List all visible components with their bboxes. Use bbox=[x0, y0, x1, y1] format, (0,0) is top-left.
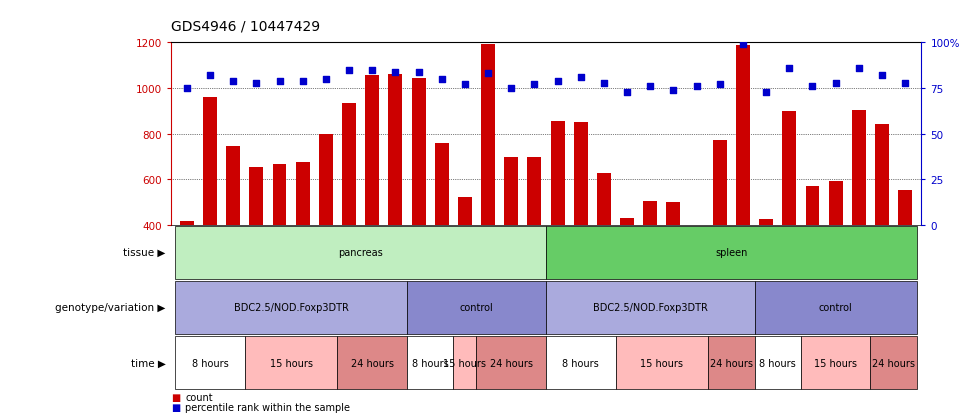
Text: time ▶: time ▶ bbox=[131, 358, 166, 368]
Bar bbox=[898, 191, 912, 225]
Text: control: control bbox=[819, 303, 852, 313]
Point bbox=[619, 89, 635, 96]
Bar bbox=[644, 201, 657, 225]
Text: 8 hours: 8 hours bbox=[411, 358, 448, 368]
Bar bbox=[435, 143, 449, 225]
Text: 15 hours: 15 hours bbox=[444, 358, 487, 368]
Point bbox=[410, 69, 426, 76]
Text: BDC2.5/NOD.Foxp3DTR: BDC2.5/NOD.Foxp3DTR bbox=[593, 303, 708, 313]
Text: control: control bbox=[459, 303, 493, 313]
Bar bbox=[319, 134, 332, 225]
Bar bbox=[829, 182, 842, 225]
Point bbox=[526, 82, 542, 88]
Bar bbox=[805, 186, 819, 225]
Point bbox=[272, 78, 288, 85]
Point bbox=[481, 71, 496, 78]
Text: BDC2.5/NOD.Foxp3DTR: BDC2.5/NOD.Foxp3DTR bbox=[234, 303, 348, 313]
Point bbox=[782, 66, 798, 72]
Bar bbox=[250, 167, 263, 225]
Text: count: count bbox=[185, 392, 213, 402]
Bar bbox=[295, 163, 310, 225]
Point bbox=[294, 78, 310, 85]
Point bbox=[875, 73, 890, 79]
Point bbox=[457, 82, 473, 88]
Bar bbox=[875, 125, 889, 225]
Bar bbox=[481, 45, 495, 225]
Point bbox=[759, 89, 774, 96]
Bar bbox=[760, 219, 773, 225]
Bar bbox=[273, 165, 287, 225]
Text: 24 hours: 24 hours bbox=[351, 358, 394, 368]
Bar bbox=[782, 112, 797, 225]
Text: 8 hours: 8 hours bbox=[760, 358, 797, 368]
Bar bbox=[504, 158, 518, 225]
Point bbox=[851, 66, 867, 72]
Point bbox=[318, 76, 333, 83]
Bar bbox=[597, 174, 611, 225]
Point bbox=[225, 78, 241, 85]
Bar bbox=[736, 45, 750, 225]
Point bbox=[388, 69, 404, 76]
Point bbox=[804, 84, 820, 90]
Bar bbox=[852, 110, 866, 225]
Bar bbox=[203, 98, 217, 225]
Bar bbox=[180, 222, 194, 225]
Bar bbox=[689, 225, 704, 232]
Text: percentile rank within the sample: percentile rank within the sample bbox=[185, 402, 350, 412]
Text: 15 hours: 15 hours bbox=[641, 358, 683, 368]
Point bbox=[550, 78, 566, 85]
Text: pancreas: pancreas bbox=[338, 248, 383, 258]
Point bbox=[179, 85, 195, 92]
Bar bbox=[411, 78, 425, 225]
Text: 24 hours: 24 hours bbox=[710, 358, 753, 368]
Bar bbox=[551, 122, 565, 225]
Text: ■: ■ bbox=[171, 392, 179, 402]
Point bbox=[249, 80, 264, 87]
Text: spleen: spleen bbox=[716, 248, 748, 258]
Point bbox=[365, 67, 380, 74]
Bar bbox=[713, 141, 726, 225]
Point bbox=[712, 82, 727, 88]
Text: 24 hours: 24 hours bbox=[872, 358, 916, 368]
Point bbox=[735, 42, 751, 48]
Bar bbox=[574, 123, 588, 225]
Bar bbox=[226, 147, 240, 225]
Bar bbox=[342, 104, 356, 225]
Text: ■: ■ bbox=[171, 402, 179, 412]
Text: GDS4946 / 10447429: GDS4946 / 10447429 bbox=[171, 19, 320, 33]
Point bbox=[596, 80, 611, 87]
Text: 8 hours: 8 hours bbox=[192, 358, 228, 368]
Point bbox=[341, 67, 357, 74]
Bar bbox=[620, 218, 634, 225]
Point bbox=[573, 75, 589, 81]
Text: 24 hours: 24 hours bbox=[489, 358, 532, 368]
Point bbox=[897, 80, 913, 87]
Point bbox=[828, 80, 843, 87]
Text: genotype/variation ▶: genotype/variation ▶ bbox=[56, 303, 166, 313]
Point bbox=[503, 85, 519, 92]
Point bbox=[643, 84, 658, 90]
Text: tissue ▶: tissue ▶ bbox=[124, 248, 166, 258]
Point bbox=[434, 76, 449, 83]
Text: 15 hours: 15 hours bbox=[270, 358, 313, 368]
Bar bbox=[366, 76, 379, 225]
Bar bbox=[388, 75, 403, 225]
Point bbox=[666, 87, 682, 94]
Text: 15 hours: 15 hours bbox=[814, 358, 857, 368]
Point bbox=[202, 73, 217, 79]
Bar bbox=[667, 202, 681, 225]
Text: 8 hours: 8 hours bbox=[563, 358, 599, 368]
Point bbox=[688, 84, 704, 90]
Bar bbox=[458, 198, 472, 225]
Bar bbox=[527, 158, 541, 225]
